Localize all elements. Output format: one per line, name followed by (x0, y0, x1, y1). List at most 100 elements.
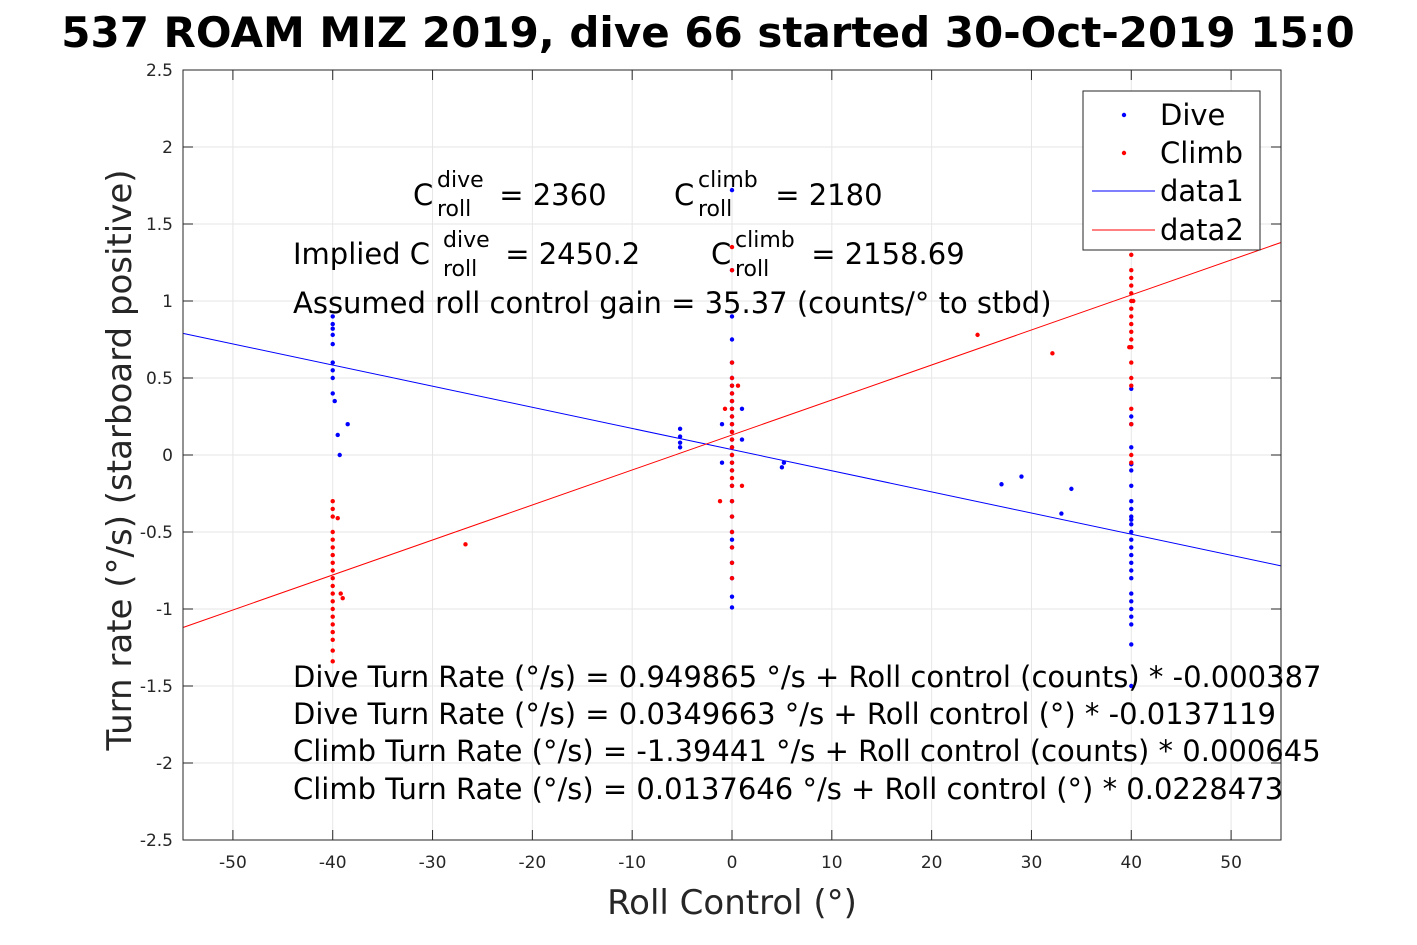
dive-point (330, 332, 335, 338)
climb-point (1129, 291, 1134, 296)
climb-point (729, 499, 735, 504)
x-tick-label: 20 (921, 853, 943, 873)
climb-point (330, 599, 335, 604)
implied-dive-prefix: Implied C (293, 237, 430, 271)
climb-point (340, 596, 345, 601)
climb-point (729, 514, 735, 519)
dive-point (1129, 506, 1134, 512)
climb-point (717, 499, 723, 504)
dive-point (729, 537, 735, 542)
climb-counts-equation: Climb Turn Rate (°/s) = -1.39441 °/s + R… (293, 734, 1321, 768)
dive-counts-equation: Dive Turn Rate (°/s) = 0.949865 °/s + Ro… (293, 660, 1321, 694)
dive-point (330, 341, 335, 347)
dive-point (739, 437, 745, 442)
climb-point (330, 648, 335, 653)
legend-dive-label: Dive (1160, 98, 1225, 132)
dive-degrees-equation: Dive Turn Rate (°/s) = 0.0349663 °/s + R… (293, 697, 1276, 731)
dive-point (1129, 545, 1134, 550)
climb-point (729, 437, 735, 442)
climb-point (1129, 268, 1134, 273)
x-tick-label: -10 (618, 853, 646, 873)
dive-point (781, 460, 787, 465)
climb-point (1129, 460, 1134, 465)
dive-point (1129, 468, 1134, 473)
climb-point (1127, 345, 1132, 350)
climb-point (1050, 351, 1055, 356)
dive-point (677, 445, 683, 450)
climb-point (330, 545, 335, 550)
climb-point (330, 552, 335, 558)
climb-point (729, 375, 735, 381)
legend-box (1082, 90, 1261, 251)
fit-line-data1 (182, 332, 1282, 567)
climb-point (729, 445, 735, 450)
implied-climb-sup: climb (735, 228, 795, 253)
dive-point (1129, 414, 1134, 419)
legend-data2-label: data2 (1160, 213, 1244, 247)
climb-point (1131, 298, 1136, 304)
c-climb-sub: roll (698, 197, 732, 222)
chart-title: 537 ROAM MIZ 2019, dive 66 started 30-Oc… (61, 8, 1354, 57)
y-tick-label: 0 (162, 446, 173, 466)
climb-point (729, 560, 735, 565)
climb-point (1129, 252, 1134, 257)
x-tick-label: -50 (219, 853, 247, 873)
climb-point (1129, 337, 1134, 342)
climb-point (729, 414, 735, 419)
climb-point (330, 514, 335, 519)
climb-point (739, 483, 745, 488)
x-axis-label: Roll Control (°) (607, 883, 857, 923)
dive-point (1069, 486, 1074, 492)
climb-point (330, 606, 335, 612)
dive-point (1129, 606, 1134, 612)
y-tick-label: 0.5 (146, 369, 173, 389)
dive-point (999, 482, 1004, 487)
climb-point (975, 332, 980, 338)
dive-point (729, 337, 735, 342)
climb-point (338, 591, 343, 596)
y-tick-label: -2 (156, 754, 173, 774)
climb-point (729, 460, 735, 465)
y-tick-label: -2.5 (140, 831, 173, 851)
c-dive-base: C (413, 178, 433, 212)
data-layer (182, 187, 1282, 689)
y-tick-label: -0.5 (140, 523, 173, 543)
dive-point (1019, 474, 1024, 479)
c-climb-value: = 2180 (766, 178, 883, 212)
y-tick-label: 2 (162, 138, 173, 158)
climb-point (1129, 360, 1134, 365)
climb-point (729, 468, 735, 473)
climb-point (1129, 321, 1134, 327)
legend-climb-marker (1121, 150, 1127, 156)
dive-point (1129, 568, 1134, 573)
dive-point (335, 432, 340, 438)
y-tick-label: 1 (162, 292, 173, 312)
dive-point (1129, 642, 1134, 647)
climb-point (1129, 314, 1134, 319)
dive-point (739, 406, 745, 411)
climb-point (330, 637, 335, 642)
dive-point (677, 426, 683, 432)
dive-point (1129, 552, 1134, 558)
climb-point (330, 622, 335, 627)
x-tick-label: -40 (319, 853, 347, 873)
dive-point (1129, 445, 1134, 450)
c-climb-base: C (674, 178, 694, 212)
dive-point (719, 460, 725, 465)
dive-point (719, 422, 725, 427)
climb-point (722, 406, 728, 411)
legend-dive-marker (1121, 112, 1127, 118)
climb-point (729, 398, 735, 404)
climb-point (1129, 375, 1134, 381)
climb-point (330, 560, 335, 565)
dive-point (729, 594, 735, 599)
climb-point (330, 659, 335, 664)
dive-point (330, 391, 335, 396)
dive-point (330, 360, 335, 365)
dive-point (1129, 499, 1134, 504)
climb-point (1129, 406, 1134, 411)
climb-point (330, 568, 335, 573)
climb-point (1129, 283, 1134, 288)
dive-point (1129, 529, 1134, 535)
y-tick-label: -1 (156, 600, 173, 620)
